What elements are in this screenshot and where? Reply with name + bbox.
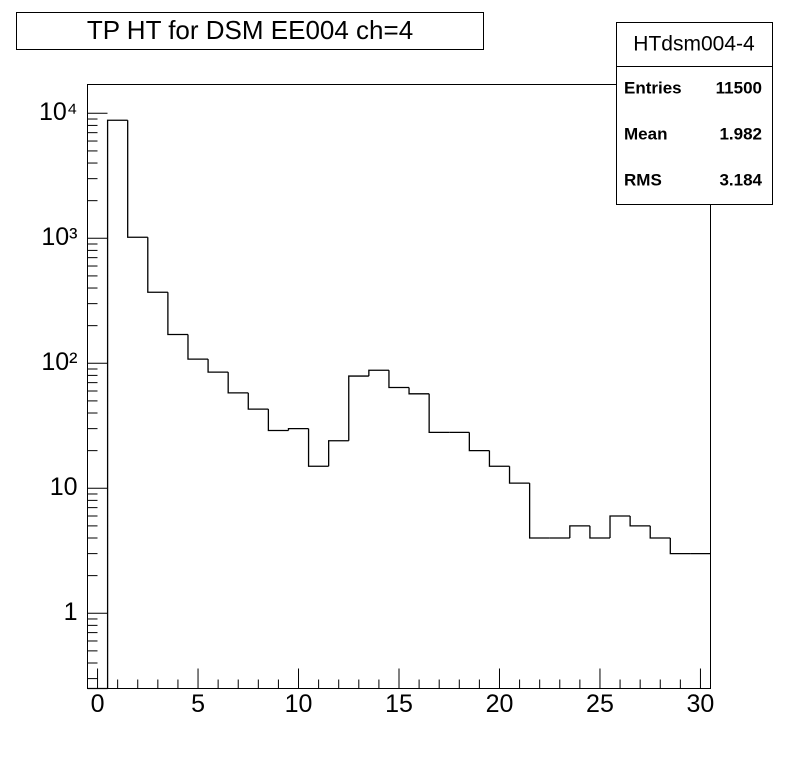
histogram-bin [247,392,269,410]
x-tick-label: 10 [285,690,313,718]
x-tick-label: 5 [191,690,205,718]
stats-value: 11500 [716,78,762,97]
histogram-bin [207,359,229,373]
y-tick-label: 10³ [41,223,77,251]
histogram-bin [569,525,590,539]
stats-box [616,22,773,205]
histogram-bin [609,515,631,539]
histogram-bin [388,370,410,389]
histogram-bin [528,483,550,539]
stats-value: 3.184 [719,170,762,189]
histogram-bin [508,466,530,484]
histogram-bin [408,387,430,395]
histogram-bin [428,393,450,434]
histogram-bin [629,515,651,527]
stats-title: HTdsm004-4 [633,33,755,56]
x-tick-label: 0 [91,690,105,718]
stats-label: RMS [624,170,662,189]
histogram-bin [649,525,671,539]
stats-value: 1.982 [719,124,762,143]
histogram-bin [368,369,389,377]
stats-label: Entries [624,78,682,97]
histogram-bin [669,538,691,555]
title-box [16,12,484,50]
histogram-bin [348,375,369,441]
histogram-bin [187,334,209,360]
x-tick-label: 15 [385,690,413,718]
histogram-bin [127,120,148,238]
histogram-bin [307,428,329,467]
histogram-bin [488,450,510,467]
y-tick-label: 1 [64,598,78,626]
histogram-bin [106,119,128,689]
y-tick-label: 10² [41,348,77,376]
histogram-bin [589,525,611,539]
histogram-bin [328,440,349,467]
x-tick-label: 20 [486,690,514,718]
stats-label: Mean [624,124,667,143]
chart-title: TP HT for DSM EE004 ch=4 [87,15,413,45]
histogram-bin [468,432,490,452]
histogram-bin [227,372,249,394]
histogram-bin [267,409,289,432]
histogram-bin [287,427,309,431]
x-tick-label: 30 [687,690,715,718]
histogram-bin [147,237,168,293]
histogram-bin [167,292,188,336]
x-tick-label: 25 [586,690,614,718]
y-tick-label: 10⁴ [39,98,78,126]
y-tick-label: 10 [50,473,78,501]
